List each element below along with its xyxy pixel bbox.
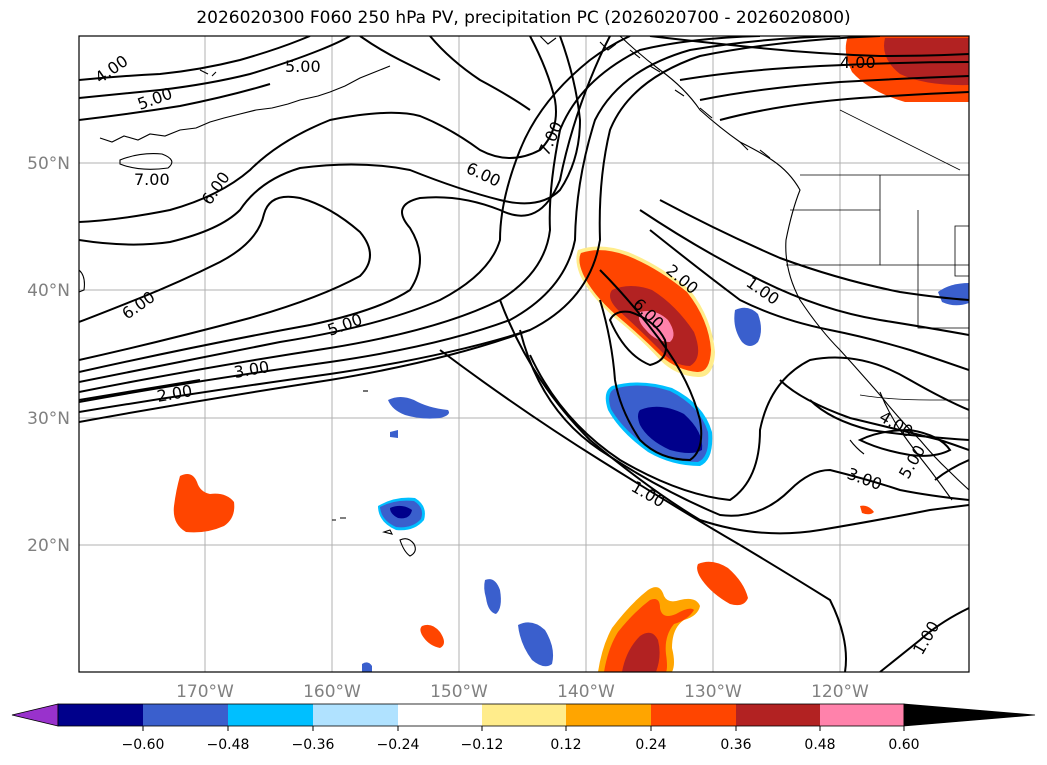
colorbar-swatch xyxy=(228,704,313,726)
colorbar-extend-right xyxy=(903,703,1036,727)
contour-label: 4.00 xyxy=(840,53,876,72)
lat-label: 40°N xyxy=(27,281,70,301)
colorbar-swatch xyxy=(820,704,904,726)
coastlines xyxy=(79,36,969,557)
latitude-labels: 50°N 40°N 30°N 20°N xyxy=(27,154,70,556)
colorbar-swatch xyxy=(736,704,820,726)
pv-contours xyxy=(79,36,969,672)
colorbar: −0.60 −0.48 −0.36 −0.24 −0.12 0.12 0.24 … xyxy=(11,703,1036,753)
colorbar-extend-left xyxy=(11,703,59,727)
lon-label: 170°W xyxy=(176,682,234,702)
colorbar-ticks xyxy=(142,726,905,731)
colorbar-swatch xyxy=(482,704,566,726)
precip-small-blobs xyxy=(362,283,969,672)
colorbar-tick-label: −0.12 xyxy=(461,737,504,753)
colorbar-tick-label: 0.48 xyxy=(804,737,835,753)
lon-label: 130°W xyxy=(684,682,742,702)
political-borders xyxy=(786,109,969,401)
lat-label: 20°N xyxy=(27,536,70,556)
colorbar-tick-label: 0.60 xyxy=(888,737,919,753)
colorbar-tick-label: −0.24 xyxy=(377,737,420,753)
precip-positive-blobs xyxy=(173,474,874,672)
lat-label: 50°N xyxy=(27,154,70,174)
contour-label: 7.00 xyxy=(134,170,170,189)
longitude-labels: 170°W 160°W 150°W 140°W 130°W 120°W xyxy=(176,682,869,702)
colorbar-swatch xyxy=(143,704,228,726)
map-frame xyxy=(78,35,970,673)
lon-label: 150°W xyxy=(430,682,488,702)
colorbar-tick-label: −0.36 xyxy=(292,737,335,753)
colorbar-swatch xyxy=(651,704,736,726)
colorbar-tick-label: 0.36 xyxy=(720,737,751,753)
map-title: 2026020300 F060 250 hPa PV, precipitatio… xyxy=(196,8,851,28)
lon-label: 120°W xyxy=(811,682,869,702)
colorbar-tick-label: −0.60 xyxy=(122,737,165,753)
colorbar-swatch xyxy=(313,704,398,726)
colorbar-tick-label: 0.24 xyxy=(635,737,666,753)
contour-label: 5.00 xyxy=(285,57,321,76)
colorbar-tick-label: 0.12 xyxy=(550,737,581,753)
lat-label: 30°N xyxy=(27,409,70,429)
colorbar-swatch xyxy=(566,704,651,726)
colorbar-swatch xyxy=(58,704,143,726)
colorbar-tick-label: −0.48 xyxy=(207,737,250,753)
lon-label: 160°W xyxy=(303,682,361,702)
colorbar-swatch xyxy=(398,704,482,726)
precip-negative-center xyxy=(605,382,713,466)
lon-label: 140°W xyxy=(557,682,615,702)
